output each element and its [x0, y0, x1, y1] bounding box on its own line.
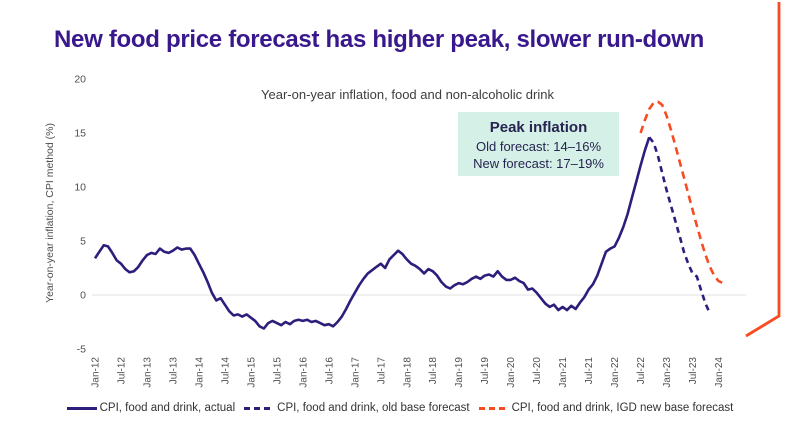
legend-item: CPI, food and drink, actual: [66, 402, 236, 414]
x-axis-tick-label: Jul-15: [272, 357, 283, 385]
chart-subtitle: Year-on-year inflation, food and non-alc…: [261, 87, 554, 102]
series-line-new-forecast: [639, 100, 724, 285]
x-axis-tick-label: Jan-14: [194, 357, 205, 388]
y-axis-tick-label: 15: [74, 128, 86, 140]
x-axis-tick-label: Jul-17: [376, 357, 387, 385]
peak-box-title: Peak inflation: [489, 119, 588, 136]
x-axis-tick-label: Jul-19: [480, 357, 491, 385]
series-line-old-forecast: [648, 136, 712, 314]
x-axis-tick-label: Jul-12: [117, 357, 128, 385]
x-axis-tick-label: Jul-23: [688, 357, 699, 385]
x-axis-tick-label: Jan-22: [610, 357, 621, 388]
legend-swatch-solid: [66, 406, 97, 410]
chart-legend: CPI, food and drink, actual CPI, food and…: [0, 398, 800, 418]
x-axis-tick-label: Jul-16: [324, 357, 335, 385]
peak-box-new-forecast: New forecast: 17–19%: [473, 156, 604, 171]
y-axis-title: Year-on-year inflation, CPI method (%): [44, 123, 56, 303]
x-axis-tick-label: Jan-18: [402, 357, 413, 388]
x-axis-tick-label: Jul-20: [532, 357, 543, 385]
y-axis-tick-label: -5: [77, 344, 86, 356]
legend-label: CPI, food and drink, IGD new base foreca…: [511, 402, 734, 414]
legend-label: CPI, food and drink, old base forecast: [277, 402, 470, 414]
legend-swatch-dashed: [244, 406, 275, 410]
x-axis-tick-label: Jan-15: [246, 357, 257, 388]
x-axis-tick-label: Jan-16: [298, 357, 309, 388]
x-axis-tick-label: Jul-18: [428, 357, 439, 385]
y-axis-tick-label: 5: [80, 236, 86, 248]
x-axis-tick-label: Jul-22: [636, 357, 647, 385]
legend-item: CPI, food and drink, old base forecast: [244, 402, 470, 414]
y-axis-tick-label: 10: [74, 182, 86, 194]
x-axis-tick-label: Jan-19: [454, 357, 465, 388]
legend-swatch-dashed: [478, 406, 509, 410]
y-axis-tick-label: 0: [80, 290, 86, 302]
x-axis-tick-label: Jul-21: [584, 357, 595, 385]
x-axis-tick-label: Jul-13: [168, 357, 179, 385]
x-axis-tick-label: Jan-20: [506, 357, 517, 388]
series-line-actual: [93, 136, 651, 330]
page-title: New food price forecast has higher peak,…: [54, 26, 704, 53]
x-axis-tick-label: Jan-23: [662, 357, 673, 388]
x-axis-tick-label: Jan-12: [91, 357, 102, 388]
x-axis-tick-label: Jan-24: [714, 357, 725, 388]
peak-inflation-annotation: Peak inflation Old forecast: 14–16% New …: [458, 112, 619, 176]
x-axis-tick-label: Jul-14: [220, 357, 231, 385]
x-axis-tick-label: Jan-17: [350, 357, 361, 388]
legend-item: CPI, food and drink, IGD new base foreca…: [478, 402, 734, 414]
x-axis-tick-label: Jan-21: [558, 357, 569, 388]
y-axis-tick-label: 20: [74, 74, 86, 86]
peak-box-old-forecast: Old forecast: 14–16%: [475, 139, 602, 154]
legend-label: CPI, food and drink, actual: [99, 402, 236, 414]
x-axis-tick-label: Jan-13: [143, 357, 154, 388]
